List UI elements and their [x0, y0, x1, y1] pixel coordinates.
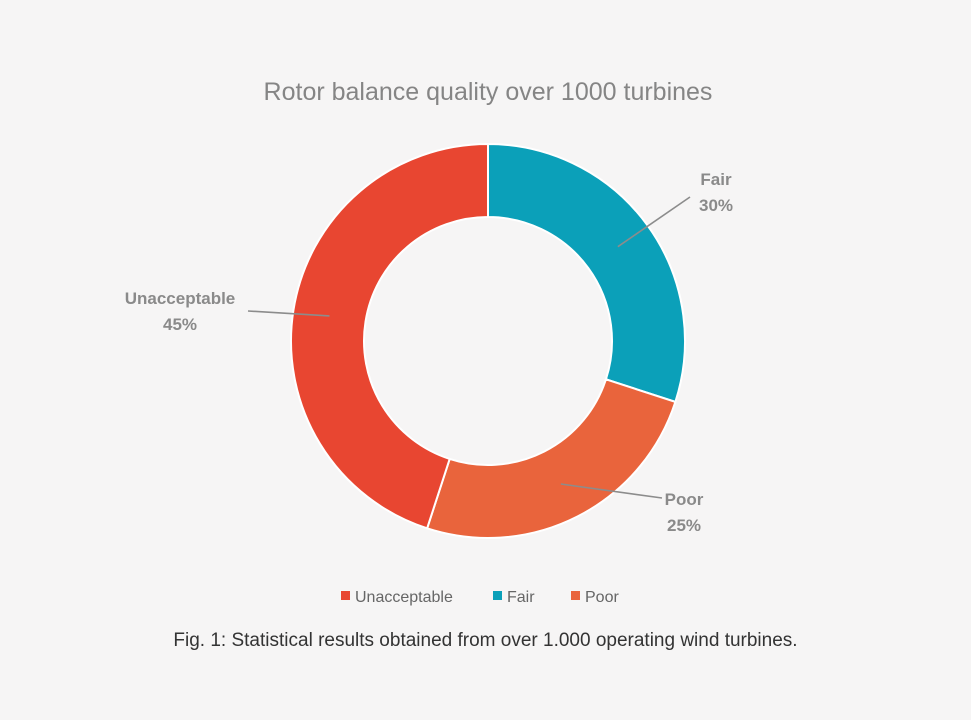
- legend: Unacceptable Fair Poor: [341, 589, 619, 606]
- slices-group: [290, 142, 686, 539]
- data-label-name-fair: Fair: [700, 170, 732, 189]
- legend-item-poor: Poor: [571, 589, 619, 606]
- donut-chart: Rotor balance quality over 1000 turbines…: [125, 78, 733, 606]
- slice-poor: [425, 378, 677, 539]
- leader-line-unacceptable: [247, 310, 330, 317]
- data-label-name-poor: Poor: [665, 490, 704, 509]
- leader-line-poor: [560, 483, 663, 499]
- data-label-value-poor: 25%: [667, 516, 701, 535]
- slice-unacceptable: [290, 142, 489, 530]
- legend-label-unacceptable: Unacceptable: [355, 589, 453, 606]
- legend-label-poor: Poor: [585, 589, 619, 606]
- legend-label-fair: Fair: [507, 589, 535, 606]
- data-labels-group: Fair 30% Poor 25% Unacceptable 45%: [125, 170, 733, 535]
- slice-fair: [487, 142, 686, 404]
- legend-item-fair: Fair: [493, 589, 535, 606]
- legend-swatch-unacceptable: [341, 591, 350, 600]
- leader-lines-group: [247, 196, 691, 499]
- legend-swatch-fair: [493, 591, 502, 600]
- chart-title: Rotor balance quality over 1000 turbines: [264, 78, 713, 106]
- leader-line-fair: [617, 196, 691, 248]
- data-label-value-fair: 30%: [699, 196, 733, 215]
- legend-item-unacceptable: Unacceptable: [341, 589, 453, 606]
- figure-caption: Fig. 1: Statistical results obtained fro…: [173, 630, 798, 651]
- data-label-value-unacceptable: 45%: [163, 315, 197, 334]
- data-label-name-unacceptable: Unacceptable: [125, 289, 236, 308]
- legend-swatch-poor: [571, 591, 580, 600]
